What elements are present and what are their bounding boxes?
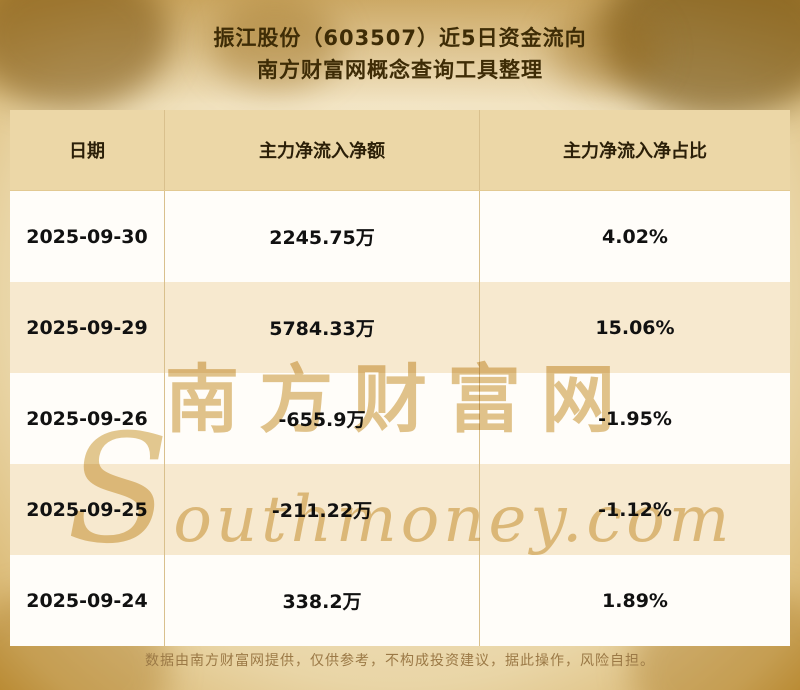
cell-date: 2025-09-25: [10, 464, 165, 555]
cell-date: 2025-09-30: [10, 191, 165, 282]
title-line1: 振江股份（603507）近5日资金流向: [213, 26, 587, 50]
cell-net-inflow-ratio: 4.02%: [602, 225, 668, 248]
cell-date: 2025-09-24: [10, 555, 165, 646]
cell-net-inflow-ratio: 1.89%: [602, 589, 668, 612]
cell-net-inflow: -655.9万: [165, 373, 480, 464]
column-header-net-inflow: 主力净流入净额: [165, 110, 480, 190]
cell-date: 2025-09-29: [10, 282, 165, 373]
table-header-row: 日期 主力净流入净额 主力净流入净占比: [10, 110, 790, 191]
table-row: 2025-09-24 338.2万 1.89%: [10, 555, 790, 646]
cell-net-inflow: 5784.33万: [165, 282, 480, 373]
footer-disclaimer: 数据由南方财富网提供，仅供参考，不构成投资建议，据此操作，风险自担。: [145, 653, 655, 669]
table-row: 2025-09-29 5784.33万 15.06%: [10, 282, 790, 373]
page-title: 振江股份（603507）近5日资金流向 南方财富网概念查询工具整理: [0, 22, 800, 86]
cell-date: 2025-09-26: [10, 373, 165, 464]
table-row: 2025-09-30 2245.75万 4.02%: [10, 191, 790, 282]
cell-net-inflow-ratio: -1.12%: [598, 498, 672, 521]
fund-flow-table: 日期 主力净流入净额 主力净流入净占比 2025-09-30 2245.75万 …: [10, 110, 790, 646]
table-row: 2025-09-25 -211.22万 -1.12%: [10, 464, 790, 555]
cell-net-inflow: 338.2万: [165, 555, 480, 646]
title-line2: 南方财富网概念查询工具整理: [257, 58, 543, 82]
table-row: 2025-09-26 -655.9万 -1.95%: [10, 373, 790, 464]
column-header-net-inflow-ratio: 主力净流入净占比: [563, 141, 707, 162]
decoration-blur-top-middle: [210, 0, 340, 90]
cell-net-inflow: -211.22万: [165, 464, 480, 555]
column-header-date: 日期: [10, 110, 165, 190]
decoration-blur-top-right-2: [550, 10, 660, 90]
cell-net-inflow: 2245.75万: [165, 191, 480, 282]
cell-net-inflow-ratio: -1.95%: [598, 407, 672, 430]
cell-net-inflow-ratio: 15.06%: [595, 316, 675, 339]
